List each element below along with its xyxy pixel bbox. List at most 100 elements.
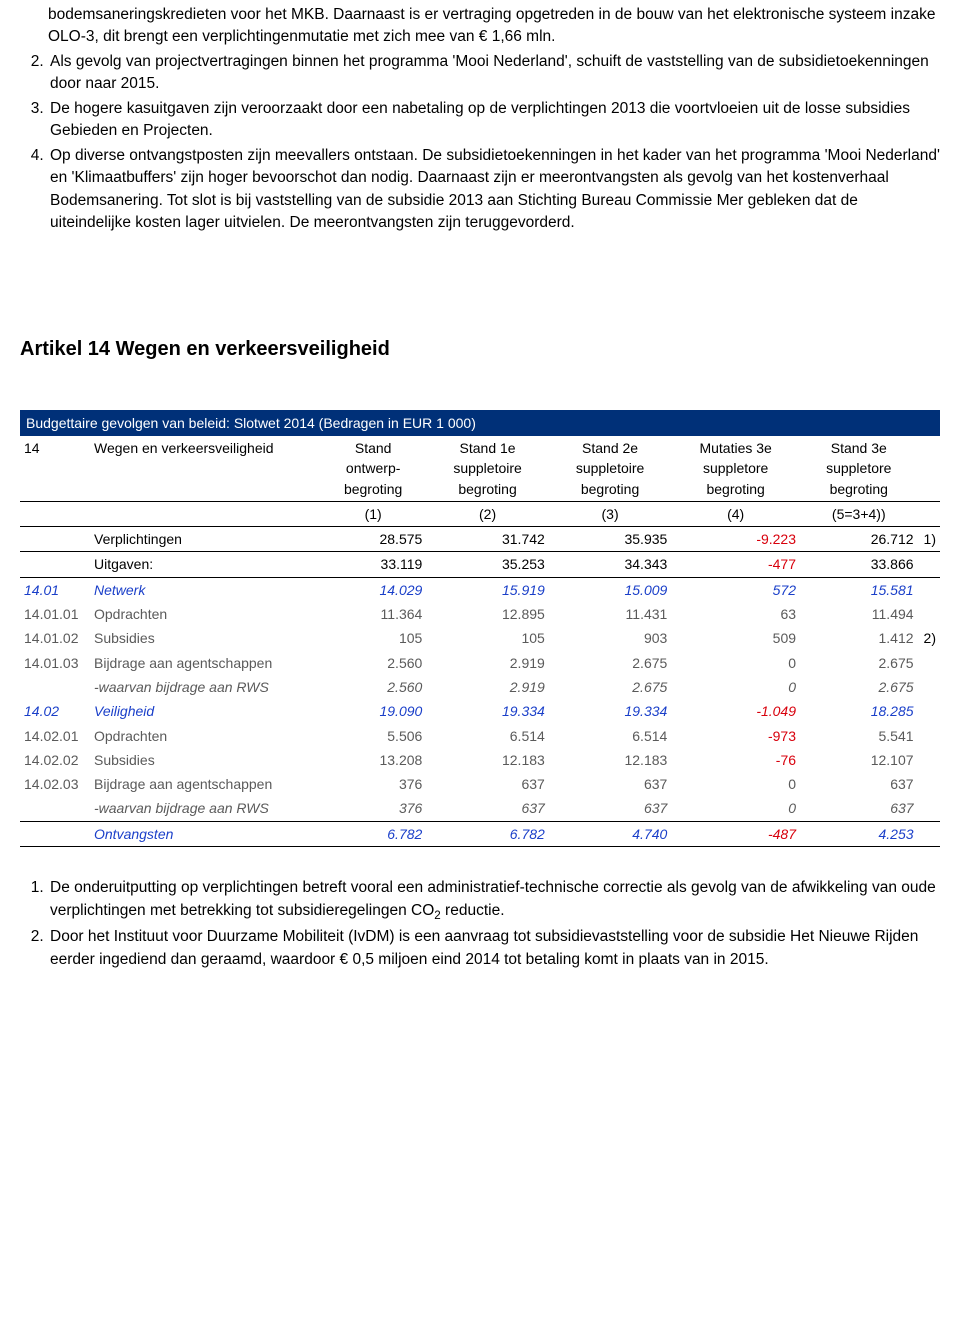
cell: 0: [671, 675, 800, 699]
row-note: 2): [918, 626, 940, 650]
cell: 572: [671, 577, 800, 602]
col-header-2: Stand 1esuppletoirebegroting: [426, 436, 549, 501]
cell: 2.919: [426, 675, 549, 699]
list-text: bodemsaneringskredieten voor het MKB. Da…: [48, 6, 935, 45]
table-row: Uitgaven: 33.119 35.253 34.343 -477 33.8…: [20, 552, 940, 577]
table-header-row: 14 Wegen en verkeersveiligheid Standontw…: [20, 436, 940, 501]
table-row: 14.02 Veiligheid 19.090 19.334 19.334 -1…: [20, 699, 940, 723]
table-row: -waarvan bijdrage aan RWS 376 637 637 0 …: [20, 796, 940, 821]
row-label: Opdrachten: [90, 724, 320, 748]
cell: 15.009: [549, 577, 672, 602]
col-header-5: Stand 3esuppletorebegroting: [800, 436, 918, 501]
cell: 31.742: [426, 527, 549, 552]
cell: 28.575: [320, 527, 426, 552]
cell: 11.364: [320, 602, 426, 626]
cell: 19.334: [549, 699, 672, 723]
table-row: 14.02.02 Subsidies 13.208 12.183 12.183 …: [20, 748, 940, 772]
list-item: Op diverse ontvangstposten zijn meevalle…: [48, 145, 940, 235]
cell: 637: [426, 796, 549, 821]
cell: -477: [671, 552, 800, 577]
cell: 12.107: [800, 748, 918, 772]
cell: 637: [800, 796, 918, 821]
cell: 18.285: [800, 699, 918, 723]
cell: 376: [320, 796, 426, 821]
cell: 33.119: [320, 552, 426, 577]
col-header-1: Standontwerp-begroting: [320, 436, 426, 501]
cell: 19.334: [426, 699, 549, 723]
col-num: (1): [320, 501, 426, 526]
row-code: 14.02: [20, 699, 90, 723]
cell: 0: [671, 772, 800, 796]
cell: 6.514: [549, 724, 672, 748]
cell: -76: [671, 748, 800, 772]
cell: 15.919: [426, 577, 549, 602]
cell: 2.560: [320, 651, 426, 675]
row-label: Verplichtingen: [90, 527, 320, 552]
cell: 19.090: [320, 699, 426, 723]
table-row: 14.01 Netwerk 14.029 15.919 15.009 572 1…: [20, 577, 940, 602]
cell: 0: [671, 651, 800, 675]
note-col: [918, 436, 940, 501]
cell: 2.675: [800, 651, 918, 675]
cell: 637: [800, 772, 918, 796]
cell: 2.919: [426, 651, 549, 675]
cell: 376: [320, 772, 426, 796]
list-text: Door het Instituut voor Duurzame Mobilit…: [50, 928, 918, 967]
cell: 105: [426, 626, 549, 650]
cell: 637: [549, 796, 672, 821]
row-label: Bijdrage aan agentschappen: [90, 772, 320, 796]
col-num: (2): [426, 501, 549, 526]
list-item: bodemsaneringskredieten voor het MKB. Da…: [20, 4, 940, 49]
bottom-numbered-list: De onderuitputting op verplichtingen bet…: [20, 877, 940, 971]
cell: 509: [671, 626, 800, 650]
table-row: 14.01.02 Subsidies 105 105 903 509 1.412…: [20, 626, 940, 650]
list-item: Als gevolg van projectvertragingen binne…: [48, 51, 940, 96]
cell: 11.494: [800, 602, 918, 626]
article-heading: Artikel 14 Wegen en verkeersveiligheid: [20, 335, 940, 364]
cell: 4.740: [549, 821, 672, 846]
cell: 105: [320, 626, 426, 650]
header-label: Wegen en verkeersveiligheid: [90, 436, 320, 501]
row-label: Subsidies: [90, 626, 320, 650]
cell: 35.935: [549, 527, 672, 552]
budget-table-container: Budgettaire gevolgen van beleid: Slotwet…: [20, 410, 940, 847]
row-label: Bijdrage aan agentschappen: [90, 651, 320, 675]
row-label: Netwerk: [90, 577, 320, 602]
cell: 63: [671, 602, 800, 626]
cell: 5.541: [800, 724, 918, 748]
row-code: 14.02.03: [20, 772, 90, 796]
table-row: 14.02.01 Opdrachten 5.506 6.514 6.514 -9…: [20, 724, 940, 748]
header-code: 14: [20, 436, 90, 501]
cell: 15.581: [800, 577, 918, 602]
cell: 6.782: [320, 821, 426, 846]
list-text: Als gevolg van projectvertragingen binne…: [50, 53, 929, 92]
cell: 6.782: [426, 821, 549, 846]
cell: 34.343: [549, 552, 672, 577]
cell: 13.208: [320, 748, 426, 772]
cell: 2.675: [800, 675, 918, 699]
row-label: -waarvan bijdrage aan RWS: [90, 675, 320, 699]
cell: -973: [671, 724, 800, 748]
table-row: Verplichtingen 28.575 31.742 35.935 -9.2…: [20, 527, 940, 552]
cell: 12.183: [426, 748, 549, 772]
cell: 2.675: [549, 651, 672, 675]
cell: 637: [549, 772, 672, 796]
cell: 35.253: [426, 552, 549, 577]
row-code: 14.01.03: [20, 651, 90, 675]
row-code: 14.02.02: [20, 748, 90, 772]
budget-table: 14 Wegen en verkeersveiligheid Standontw…: [20, 436, 940, 847]
col-num: (3): [549, 501, 672, 526]
cell: -1.049: [671, 699, 800, 723]
table-row: 14.01.01 Opdrachten 11.364 12.895 11.431…: [20, 602, 940, 626]
row-code: 14.02.01: [20, 724, 90, 748]
list-text: Op diverse ontvangstposten zijn meevalle…: [50, 147, 940, 231]
cell: 14.029: [320, 577, 426, 602]
table-row: Ontvangsten 6.782 6.782 4.740 -487 4.253: [20, 821, 940, 846]
row-label: Subsidies: [90, 748, 320, 772]
row-code: 14.01.01: [20, 602, 90, 626]
col-num: (4): [671, 501, 800, 526]
col-num: (5=3+4)): [800, 501, 918, 526]
row-code: 14.01.02: [20, 626, 90, 650]
cell: 5.506: [320, 724, 426, 748]
row-label: Uitgaven:: [90, 552, 320, 577]
